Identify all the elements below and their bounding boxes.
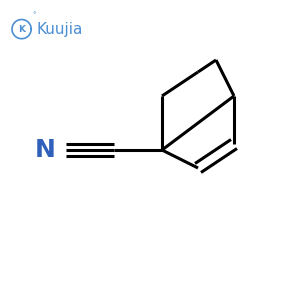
Text: K: K <box>18 25 25 34</box>
Text: °: ° <box>33 12 36 18</box>
Text: Kuujia: Kuujia <box>37 22 83 37</box>
Text: N: N <box>34 138 56 162</box>
